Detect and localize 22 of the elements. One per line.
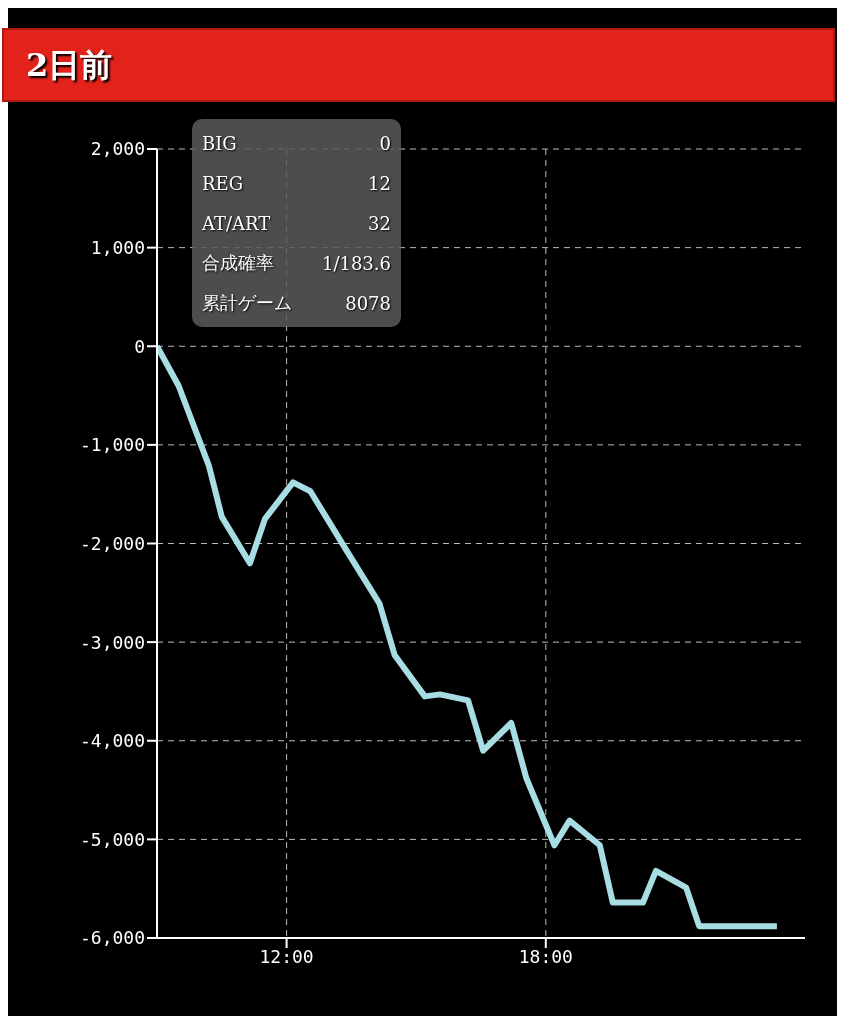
annotation: 12 (368, 172, 391, 194)
y-tick-label: -3,000 (79, 631, 145, 653)
y-tick-label: -6,000 (79, 927, 145, 949)
annotation: 累計ゲーム (202, 291, 292, 315)
y-tick-label: -4,000 (79, 730, 145, 752)
annotation: 合成確率 (202, 251, 274, 275)
x-tick-label: 18:00 (518, 945, 573, 967)
annotation: REG (202, 172, 244, 194)
annotation: AT/ART (202, 212, 271, 234)
chart-title: 2日前 (4, 30, 833, 100)
annotation: 8078 (345, 292, 391, 314)
annotation: BIG (202, 132, 237, 154)
y-tick-label: -5,000 (79, 828, 145, 850)
y-tick-label: -2,000 (79, 532, 145, 554)
y-tick-label: 1,000 (90, 237, 145, 259)
annotation: 32 (368, 212, 391, 234)
x-tick-label: 12:00 (259, 945, 314, 967)
y-tick-label: 2,000 (90, 138, 145, 160)
annotation: 1/183.6 (321, 252, 391, 274)
y-tick-label: -1,000 (79, 434, 145, 456)
annotation: 0 (379, 132, 391, 154)
y-tick-label: 0 (134, 335, 145, 357)
